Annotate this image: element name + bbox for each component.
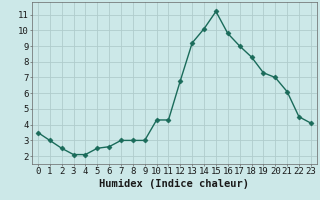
X-axis label: Humidex (Indice chaleur): Humidex (Indice chaleur) [100, 179, 249, 189]
